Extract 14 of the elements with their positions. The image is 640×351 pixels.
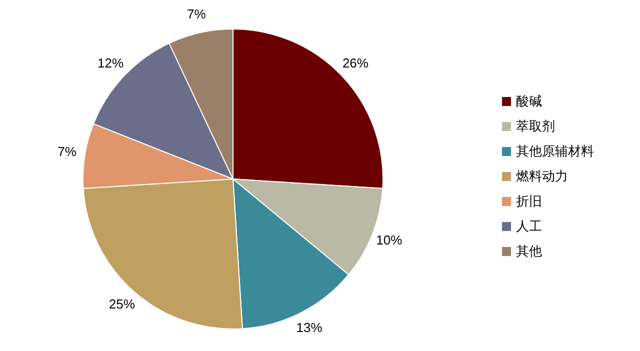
legend-label: 其他 [516,243,542,258]
legend-label: 折旧 [516,193,542,208]
legend-label: 燃料动力 [516,168,568,184]
data-label: 13% [296,320,323,336]
data-label: 7% [186,6,206,22]
data-label: 7% [58,144,77,160]
data-label: 26% [342,55,369,70]
data-label: 10% [376,232,403,248]
data-label: 25% [108,296,136,312]
legend-label: 其他原辅材料 [516,143,594,158]
legend-label: 萃取剂 [516,118,555,134]
legend-label: 酸碱 [516,93,542,108]
legend-label: 人工 [516,218,542,234]
data-label: 12% [98,55,124,70]
